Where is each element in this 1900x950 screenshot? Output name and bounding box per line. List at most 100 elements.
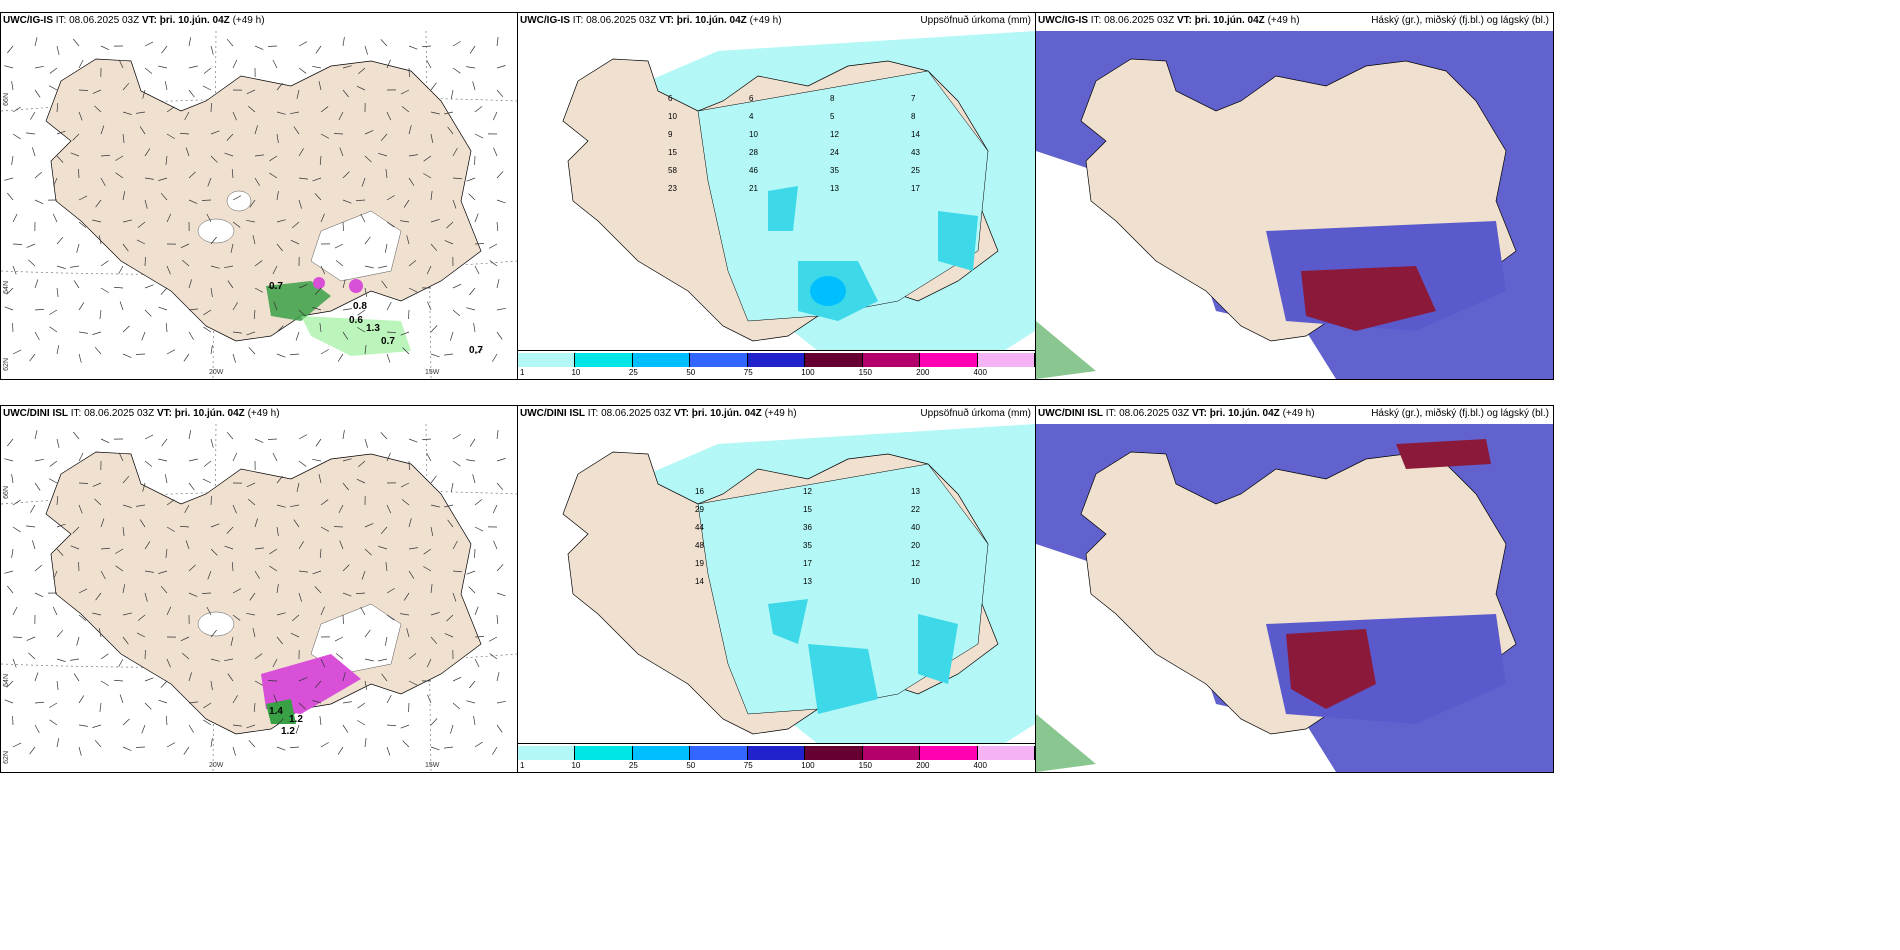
wind-barb <box>320 265 326 275</box>
wind-barb <box>384 243 388 253</box>
wind-barb <box>378 658 388 662</box>
wind-barb <box>78 452 84 462</box>
wind-barb <box>11 81 14 91</box>
value-label: 29 <box>695 505 704 514</box>
wind-barb <box>56 345 60 355</box>
wind-barb <box>272 658 278 668</box>
wind-barb <box>180 243 190 249</box>
colorbar-segment <box>690 746 748 760</box>
panel-header: UWC/IG-IS IT: 08.06.2025 03Z VT: þri. 10… <box>520 15 1031 26</box>
colorbar-tick: 1 <box>520 761 525 770</box>
value-label: 28 <box>749 148 758 157</box>
wind-barb <box>203 719 212 726</box>
wind-barb <box>408 287 418 293</box>
wind-barb <box>466 307 476 311</box>
wind-barb <box>342 672 346 682</box>
wind-barb <box>164 81 168 91</box>
wind-barb <box>136 504 146 507</box>
wind-barb <box>160 192 168 201</box>
wind-barb <box>312 570 322 575</box>
value-label: 5 <box>830 112 835 121</box>
wind-barb <box>298 309 306 317</box>
wind-barb <box>78 724 88 727</box>
wind-barb <box>339 540 344 550</box>
value-label: 13 <box>911 487 920 496</box>
wind-barb <box>78 695 85 704</box>
wind-barb <box>49 326 58 333</box>
wind-barb <box>100 653 109 660</box>
wind-barb <box>56 738 60 748</box>
wind-barb <box>335 260 344 267</box>
wind-barb <box>165 323 168 333</box>
lat-label: 64N <box>3 674 10 687</box>
wind-barb <box>166 133 175 139</box>
wind-barb <box>400 89 410 95</box>
wind-barb <box>276 475 283 484</box>
wind-barb <box>246 482 256 488</box>
wind-barb <box>99 702 102 712</box>
wind-barb <box>52 606 58 616</box>
wind-barb <box>298 284 308 289</box>
wind-barb <box>452 702 461 710</box>
wind-barb <box>136 632 146 638</box>
wind-barb <box>298 41 308 47</box>
value-label: 10 <box>668 112 677 121</box>
wind-barb <box>496 592 506 597</box>
wind-barb <box>98 235 102 245</box>
wind-barb <box>364 345 367 355</box>
wind-barb <box>100 547 110 550</box>
wind-barb <box>203 309 212 316</box>
wind-barb <box>378 265 388 269</box>
wind-barb <box>342 724 349 733</box>
wind-barb <box>49 67 58 74</box>
wind-barb <box>290 746 300 749</box>
wind-barb <box>452 67 461 74</box>
wind-barb <box>137 221 146 228</box>
wind-barb <box>496 89 504 98</box>
wind-barb <box>7 192 14 201</box>
wind-barb <box>342 564 350 572</box>
wind-barb <box>26 243 36 248</box>
lat-label: 62N <box>3 751 10 764</box>
value-label: 8 <box>830 94 835 103</box>
wind-barb <box>276 219 286 223</box>
wind-barb <box>314 287 322 296</box>
panel-header: UWC/IG-IS IT: 08.06.2025 03Z VT: þri. 10… <box>3 15 265 26</box>
wind-barb <box>386 614 395 621</box>
wind-barb <box>246 89 256 95</box>
wind-barb <box>164 474 168 484</box>
wind-barb <box>402 347 410 355</box>
wind-barb <box>56 45 60 55</box>
value-label: 9 <box>668 130 673 139</box>
wind-barb <box>48 85 58 91</box>
wind-barb <box>181 259 190 267</box>
wind-barb <box>144 67 153 74</box>
wind-barb <box>232 302 238 311</box>
wind-barb <box>361 177 366 187</box>
wind-barb <box>232 221 241 228</box>
wind-barb <box>158 306 168 311</box>
wind-barb <box>181 652 190 660</box>
wind-barb <box>158 699 168 704</box>
wind-barb <box>210 680 213 690</box>
wind-barb <box>385 562 388 572</box>
wind-barb <box>386 504 392 514</box>
wind-barb <box>7 438 14 447</box>
wind-barb <box>474 606 479 616</box>
wind-barb <box>254 287 264 293</box>
wind-barb <box>496 307 506 311</box>
wind-barb <box>49 702 58 708</box>
colorbar-segment <box>575 746 633 760</box>
wind-barb <box>319 716 322 726</box>
wind-barb <box>473 323 476 333</box>
wind-barb <box>337 746 344 755</box>
wind-barb <box>315 438 322 447</box>
wind-barb <box>188 308 198 311</box>
wind-barb <box>360 213 366 223</box>
wind-barb <box>381 280 388 289</box>
wind-barb <box>488 636 498 642</box>
wind-barb <box>357 67 366 75</box>
wind-barb <box>188 701 198 704</box>
wind-barb <box>34 592 44 598</box>
wind-barb <box>188 592 198 597</box>
